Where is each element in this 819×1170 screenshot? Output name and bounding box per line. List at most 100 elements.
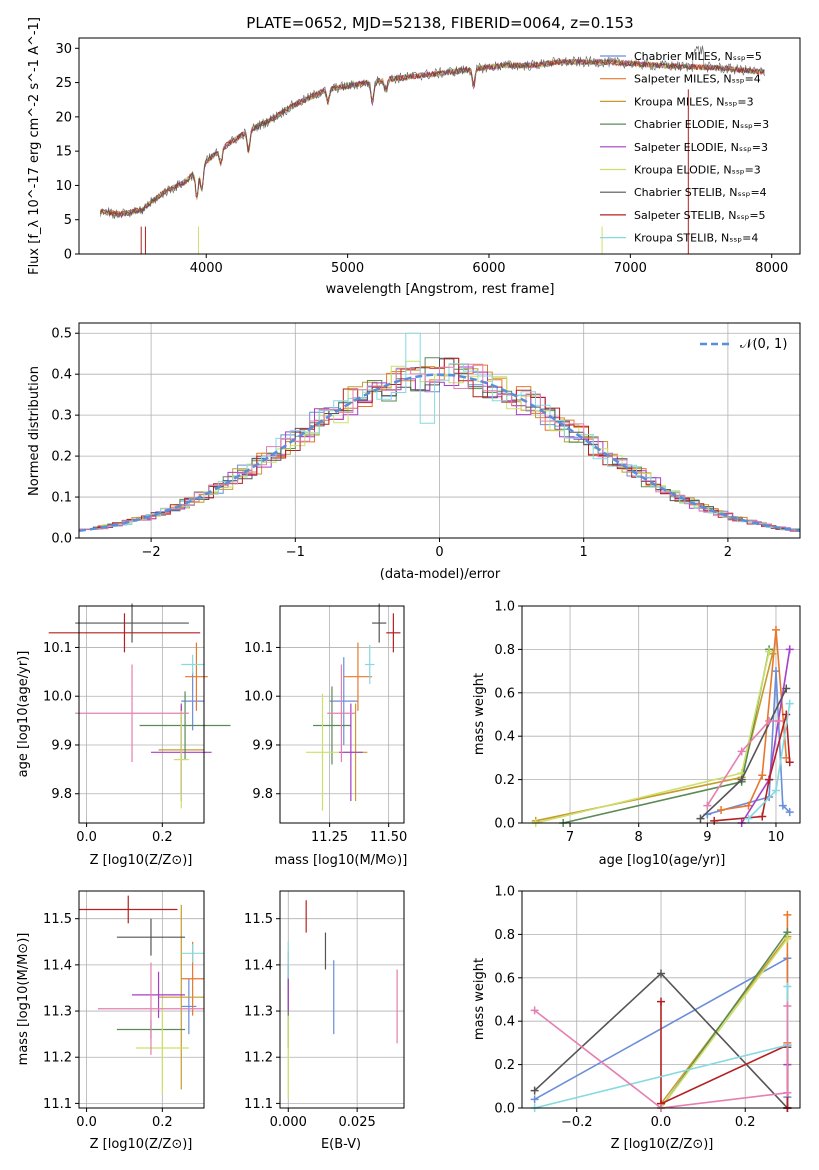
mass-vs-Z-xlabel: Z [log10(Z/Z⊙)] <box>90 1137 193 1152</box>
weight-vs-Z-ytick-label: 1.0 <box>494 885 515 900</box>
age-vs-Z-xlabel: Z [log10(Z/Z⊙)] <box>90 853 193 868</box>
spectrum-panel: PLATE=0652, MJD=52138, FIBERID=0064, z=0… <box>27 14 801 297</box>
weight-vs-age-series-line <box>706 720 780 807</box>
weight-vs-age-series-line <box>535 651 770 824</box>
age-vs-mass-xtick-label: 11.50 <box>370 830 407 845</box>
weight-vs-age-xtick-label: 7 <box>566 830 574 845</box>
weight-vs-Z-marker <box>783 1002 792 1011</box>
weight-vs-Z-ytick-label: 0.4 <box>494 1015 515 1030</box>
weight-vs-age-marker <box>696 814 705 823</box>
age-vs-Z-xtick-label: 0.0 <box>76 830 97 845</box>
spectrum-ytick-label: 0 <box>64 248 72 263</box>
weight-vs-age-marker <box>737 747 746 756</box>
residuals-ytick-label: 0.3 <box>51 409 72 424</box>
residuals-ytick-label: 0.5 <box>51 327 72 342</box>
weight-vs-age-ytick-label: 0.6 <box>494 686 515 701</box>
weight-vs-age-marker <box>782 710 791 719</box>
weight-vs-age-marker <box>703 801 712 810</box>
age-vs-Z-ytick-label: 9.8 <box>51 787 72 802</box>
spectrum-frame <box>78 37 801 255</box>
spectrum-ytick-label: 10 <box>55 179 72 194</box>
weight-vs-age-marker <box>771 625 780 634</box>
spectrum-ytick-label: 5 <box>64 213 72 228</box>
weight-vs-age-marker <box>778 801 787 810</box>
spectrum-xlabel: wavelength [Angstrom, rest frame] <box>326 282 555 297</box>
weight-vs-age-marker <box>765 717 774 726</box>
weight-vs-Z-xlabel: Z [log10(Z/Z⊙)] <box>611 1137 714 1152</box>
spectrum-xtick-label: 8000 <box>755 261 788 276</box>
weight-vs-age-frame <box>521 605 801 824</box>
mass-vs-EBV-xlabel: E(B-V) <box>321 1137 361 1152</box>
age-vs-Z-ylabel: age [log10(age/yr)] <box>16 651 31 778</box>
spectrum-ytick-label: 30 <box>55 42 72 57</box>
mass-vs-EBV-ytick-label: 11.2 <box>244 1051 273 1066</box>
mass-vs-EBV-ytick-label: 11.1 <box>244 1097 273 1112</box>
age-vs-mass-frame <box>279 605 405 824</box>
residuals-legend-label: 𝒩(0, 1) <box>740 337 787 352</box>
weight-vs-age-ytick-label: 0.2 <box>494 773 515 788</box>
residuals-histogram <box>88 360 800 532</box>
mass-vs-Z-xtick-label: 0.0 <box>76 1115 97 1130</box>
mass-vs-Z-ytick-label: 11.3 <box>43 1005 72 1020</box>
mass-vs-Z-xtick-label: 0.2 <box>152 1115 173 1130</box>
weight-vs-Z-ytick-label: 0.2 <box>494 1058 515 1073</box>
age-vs-Z-xtick-label: 0.2 <box>152 830 173 845</box>
weight-vs-age-marker <box>782 684 791 693</box>
residuals-ytick-label: 0.1 <box>51 491 72 506</box>
weight-vs-age-marker <box>785 645 794 654</box>
weight-vs-age-ytick-label: 0.8 <box>494 643 515 658</box>
spectrum-legend-label: Kroupa STELIB, Nₛₛₚ=4 <box>634 232 758 245</box>
mass-vs-EBV-xtick-label: 0.025 <box>339 1115 376 1130</box>
weight-vs-age-marker <box>785 808 794 817</box>
mass-vs-EBV-panel: 0.000 0.025 11.1 11.2 11.3 11.4 11.5 E(B-V) <box>244 890 405 1152</box>
weight-vs-Z-series-line <box>534 1006 789 1109</box>
age-vs-Z-ytick-label: 10.1 <box>43 641 72 656</box>
age-vs-Z-ytick-label: 9.9 <box>51 738 72 753</box>
age-vs-Z-panel: 0.0 0.2 9.8 9.9 10.0 10.1 Z [log10(Z/Z⊙)] age… <box>16 603 231 868</box>
spectrum-legend-label: Kroupa MILES, Nₛₛₚ=3 <box>634 95 754 108</box>
weight-vs-age-xtick-label: 10 <box>768 830 785 845</box>
weight-vs-Z-marker <box>657 969 665 978</box>
mass-vs-EBV-xtick-label: 0.000 <box>270 1115 307 1130</box>
weight-vs-age-xtick-label: 9 <box>703 830 711 845</box>
weight-vs-age-marker <box>775 717 784 726</box>
spectrum-legend-label: Salpeter STELIB, Nₛₛₚ=5 <box>634 209 766 222</box>
weight-vs-Z-ytick-label: 0.6 <box>494 971 515 986</box>
age-vs-mass-ytick-label: 10.0 <box>244 690 273 705</box>
mass-vs-Z-ytick-label: 11.1 <box>43 1097 72 1112</box>
residuals-ylabel: Normed distribution <box>27 366 42 496</box>
weight-vs-age-marker <box>744 801 753 810</box>
weight-vs-Z-marker <box>657 997 665 1006</box>
weight-vs-Z-marker <box>783 934 792 943</box>
spectrum-line <box>99 45 765 219</box>
spectrum-legend-label: Chabrier ELODIE, Nₛₛₚ=3 <box>634 118 769 131</box>
residuals-gaussian <box>78 373 801 533</box>
age-vs-mass-ytick-label: 9.9 <box>252 738 273 753</box>
weight-vs-Z-ylabel: mass weight <box>472 958 487 1040</box>
weight-vs-Z-series-line <box>660 938 789 1109</box>
weight-vs-age-marker <box>771 786 780 795</box>
spectrum-legend-label: Chabrier STELIB, Nₛₛₚ=4 <box>634 186 767 199</box>
weight-vs-age-panel: 7 8 9 10 0.0 0.2 0.4 0.6 0.8 1.0 age [log10(age/y… <box>472 600 801 868</box>
spectrum-xtick-label: 4000 <box>190 261 223 276</box>
residuals-xtick-label: 0 <box>435 545 443 560</box>
weight-vs-age-marker <box>717 805 726 814</box>
age-vs-mass-panel: 11.25 11.50 9.8 9.9 10.0 10.1 mass [log10(M/M… <box>244 603 407 868</box>
spectrum-ytick-label: 15 <box>55 145 72 160</box>
weight-vs-age-marker <box>744 814 753 823</box>
residuals-frame <box>78 322 801 539</box>
weight-vs-age-ytick-label: 1.0 <box>494 600 515 615</box>
weight-vs-Z-frame <box>521 890 801 1109</box>
mass-vs-EBV-frame <box>279 890 405 1109</box>
residuals-xtick-label: −2 <box>142 545 161 560</box>
mass-vs-Z-ytick-label: 11.2 <box>43 1051 72 1066</box>
spectrum-legend-label: Kroupa ELODIE, Nₛₛₚ=3 <box>634 164 761 177</box>
weight-vs-Z-xtick-label: 0.2 <box>735 1115 756 1130</box>
mass-vs-Z-frame <box>78 890 205 1109</box>
weight-vs-Z-marker <box>530 1086 539 1095</box>
weight-vs-age-marker <box>758 771 767 780</box>
age-vs-Z-ytick-label: 10.0 <box>43 690 72 705</box>
spectrum-ytick-label: 25 <box>55 76 72 91</box>
spectrum-xtick-label: 6000 <box>472 261 505 276</box>
residuals-legend: 𝒩(0, 1) <box>700 337 787 352</box>
